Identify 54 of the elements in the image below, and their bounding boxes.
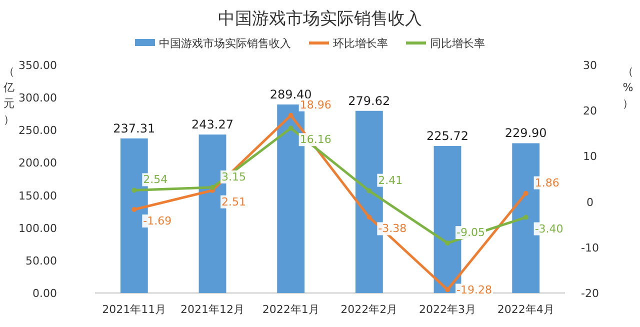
point [445,240,450,246]
y-tick-label: 250.00 [18,124,57,138]
y-tick-label: 100.00 [18,222,57,235]
y2-tick-label: 10 [583,150,597,164]
y-tick-label: 350.00 [18,59,57,72]
y-axis-title: （亿元） [2,65,14,126]
y-tick-label: 0.00 [32,287,57,300]
point [523,214,528,220]
data-label: 225.72 [426,128,468,143]
data-label: 229.90 [504,126,547,140]
x-tick-label: 2022年2月 [340,303,398,316]
data-label: 2.41 [378,174,403,187]
y2-tick-label: 20 [583,104,597,118]
chart-title: 中国游戏市场实际销售收入 [218,9,422,29]
data-label: 2.54 [143,173,168,186]
y2-axis-title: （%） [622,65,634,110]
point [288,112,294,118]
x-tick-label: 2021年11月 [102,303,166,316]
point [132,188,137,193]
legend-label: 同比增长率 [430,37,485,50]
point [210,184,215,190]
data-label: 3.15 [222,170,246,184]
data-label: 2.51 [222,195,246,208]
legend-label: 环比增长率 [333,37,388,50]
point [366,188,372,194]
data-label: 243.27 [192,118,234,132]
data-label: 1.86 [534,176,560,190]
x-tick-label: 2021年12月 [180,303,244,316]
y2-tick-label: -10 [581,241,599,254]
data-label: -3.38 [378,222,407,236]
data-label: -1.69 [143,214,172,228]
y-tick-label: 150.00 [18,189,57,202]
data-label: -19.28 [456,284,492,297]
data-label: 16.16 [300,133,332,146]
y-tick-label: 200.00 [18,156,57,170]
data-label: 237.31 [113,121,156,136]
data-label: -3.40 [534,222,564,236]
y2-tick-label: 30 [583,59,597,72]
point [288,126,294,131]
data-label: 18.96 [300,98,332,112]
legend-label: 中国游戏市场实际销售收入 [159,37,291,50]
data-label: 279.62 [348,94,390,108]
x-tick-label: 2022年1月 [262,303,320,316]
data-label: -9.05 [456,226,485,240]
y-tick-label: 300.00 [18,92,57,105]
y-tick-label: 50.00 [26,254,57,268]
point [523,190,528,196]
x-tick-label: 2022年4月 [497,303,554,316]
point [445,287,450,292]
point [132,207,137,212]
point [366,214,372,220]
y2-tick-label: 0 [586,196,594,209]
x-tick-label: 2022年3月 [419,303,476,316]
y2-tick-label: -20 [581,287,599,300]
